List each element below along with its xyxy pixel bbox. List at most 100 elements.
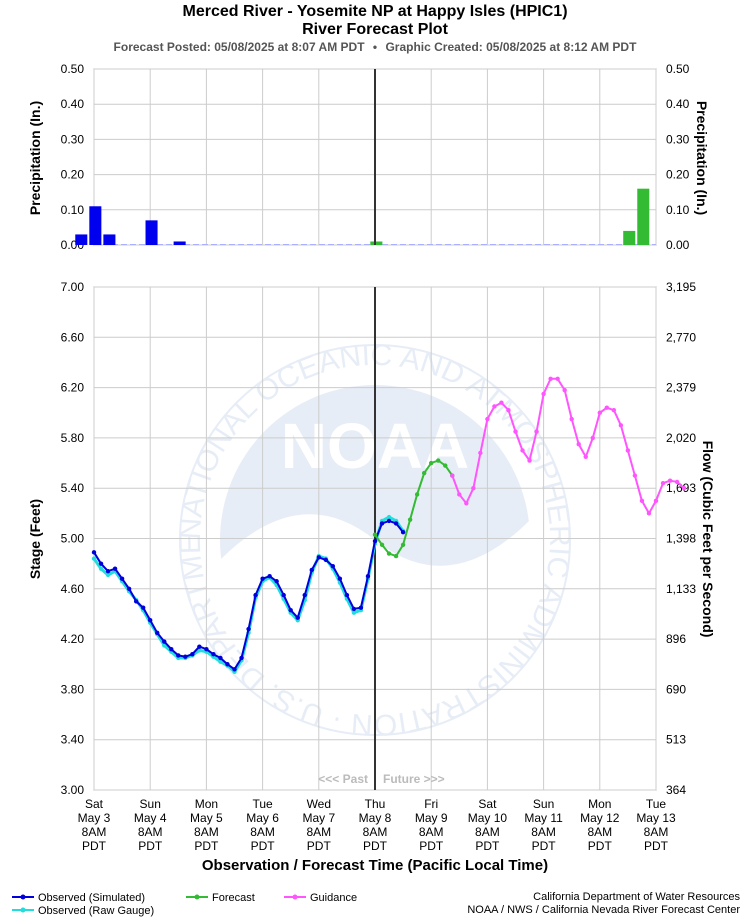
- series-point: [218, 655, 223, 661]
- x-tick-label: May 11: [524, 811, 563, 825]
- forecast-posted: Forecast Posted: 05/08/2025 at 8:07 AM P…: [113, 40, 365, 54]
- precip-tick-label-left: 0.20: [61, 168, 85, 182]
- series-point: [590, 435, 595, 441]
- series-point: [267, 574, 272, 579]
- series-point: [246, 626, 251, 632]
- x-tick-label: Thu: [365, 797, 386, 811]
- stage-panel: 3.00 364 3.40 513 3.80 690 4.20 896 4.60 1,133 5.0…: [61, 280, 697, 853]
- x-tick-label: PDT: [82, 839, 107, 853]
- flow-tick-label: 1,133: [666, 582, 696, 596]
- stage-tick-label: 7.00: [61, 280, 85, 294]
- past-label: <<< Past: [318, 772, 368, 786]
- series-point: [253, 592, 258, 598]
- x-tick-label: Sun: [533, 797, 554, 811]
- flow-tick-label: 2,020: [666, 431, 696, 445]
- x-tick-label: 8AM: [644, 825, 669, 839]
- series-point: [358, 605, 364, 610]
- series-point: [520, 448, 525, 453]
- series-point: [140, 605, 146, 610]
- series-point: [148, 618, 153, 623]
- series-point: [400, 530, 406, 535]
- stage-tick-label: 3.40: [61, 733, 85, 747]
- series-point: [576, 441, 581, 447]
- x-tick-label: 8AM: [306, 825, 331, 839]
- precip-tick-label-right: 0.20: [666, 168, 690, 182]
- stage-tick-label: 3.80: [61, 682, 85, 696]
- timestamp-separator: •: [372, 40, 378, 54]
- series-point: [597, 410, 602, 415]
- x-tick-label: 8AM: [82, 825, 107, 839]
- flow-tick-label: 2,770: [666, 330, 696, 344]
- series-point: [309, 567, 314, 573]
- series-point: [632, 473, 638, 478]
- x-tick-label: 8AM: [363, 825, 388, 839]
- series-point: [681, 486, 687, 491]
- stage-tick-label: 5.00: [61, 532, 85, 546]
- series-point: [218, 659, 223, 664]
- series-point: [450, 473, 455, 478]
- series-point: [176, 653, 181, 658]
- series-point: [386, 518, 392, 524]
- flow-tick-label: 690: [666, 682, 686, 696]
- chart-title: Merced River - Yosemite NP at Happy Isle…: [182, 3, 568, 20]
- x-tick-label: PDT: [588, 839, 613, 853]
- series-point: [414, 492, 420, 497]
- series-point: [506, 408, 511, 413]
- x-tick-label: May 6: [246, 811, 279, 825]
- x-tick-label: PDT: [475, 839, 500, 853]
- series-point: [562, 387, 567, 393]
- legend: Observed (Simulated)Observed (Raw Gauge)…: [12, 892, 357, 917]
- precip-tick-label-left: 0.40: [61, 97, 85, 111]
- series-point: [126, 586, 132, 591]
- series-point: [400, 542, 406, 547]
- graphic-created: Graphic Created: 05/08/2025 at 8:12 AM P…: [385, 40, 637, 54]
- series-point: [197, 648, 202, 653]
- series-point: [436, 458, 441, 463]
- chart-subtitle: River Forecast Plot: [302, 21, 448, 38]
- series-point: [555, 376, 560, 381]
- precip-bar: [89, 206, 102, 245]
- x-tick-label: Fri: [424, 797, 438, 811]
- x-tick-label: May 7: [302, 811, 335, 825]
- x-tick-label: 8AM: [587, 825, 612, 839]
- x-tick-label: May 9: [415, 811, 448, 825]
- series-point: [239, 655, 244, 661]
- series-point: [464, 501, 469, 506]
- stage-axis-title: Stage (Feet): [27, 499, 43, 579]
- series-point: [604, 405, 610, 410]
- flow-axis-title: Flow (Cubic Feet per Second): [700, 441, 716, 638]
- credit-cnrfc: NOAA / NWS / California Nevada River For…: [467, 904, 740, 916]
- series-point: [190, 651, 195, 657]
- series-point: [646, 511, 652, 516]
- stage-tick-label: 4.60: [61, 582, 85, 596]
- x-tick-label: May 13: [636, 811, 676, 825]
- series-point: [667, 478, 673, 483]
- x-tick-label: 8AM: [138, 825, 163, 839]
- series-point: [583, 454, 588, 459]
- flow-tick-label: 1,693: [666, 481, 696, 495]
- legend-swatch-dot: [20, 907, 26, 913]
- precip-bar: [370, 241, 383, 245]
- series-point: [260, 576, 265, 581]
- series-point: [169, 646, 174, 652]
- x-tick-label: 8AM: [419, 825, 444, 839]
- precip-tick-label-right: 0.50: [666, 62, 690, 76]
- flow-tick-label: 364: [666, 783, 686, 797]
- series-point: [288, 607, 293, 613]
- series-point: [197, 644, 202, 649]
- series-point: [98, 561, 104, 566]
- series-point: [618, 423, 624, 428]
- x-tick-label: May 10: [468, 811, 508, 825]
- stage-tick-label: 4.20: [61, 632, 85, 646]
- precip-right-axis-title: Precipitation (In.): [694, 101, 710, 215]
- x-tick-label: May 5: [190, 811, 223, 825]
- series-point: [372, 532, 378, 537]
- series-point: [471, 486, 476, 491]
- series-point: [105, 572, 111, 578]
- x-tick-label: Sat: [478, 797, 497, 811]
- x-tick-label: May 12: [580, 811, 620, 825]
- series-point: [351, 610, 357, 615]
- precip-tick-label-left: 0.50: [61, 62, 85, 76]
- precipitation-panel: 0.00 0.000.10 0.100.20 0.200.30 0.300.40 0.40…: [61, 62, 690, 252]
